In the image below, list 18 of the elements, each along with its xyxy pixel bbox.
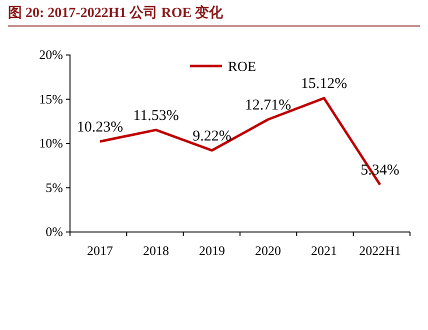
y-tick-label: 5% bbox=[46, 180, 64, 195]
x-tick-label: 2021 bbox=[311, 243, 337, 258]
x-tick-label: 2019 bbox=[199, 243, 225, 258]
data-label: 10.23% bbox=[76, 119, 124, 136]
x-tick-label: 2017 bbox=[87, 243, 114, 258]
data-label: 9.22% bbox=[192, 128, 232, 144]
data-label: 11.53% bbox=[133, 108, 179, 124]
data-label: 12.71% bbox=[244, 98, 292, 114]
y-tick-label: 10% bbox=[39, 136, 64, 151]
y-tick-label: 0% bbox=[46, 224, 64, 240]
y-tick-label: 20% bbox=[39, 47, 64, 62]
x-tick-label: 2022H1 bbox=[359, 243, 401, 258]
x-tick-label: 2018 bbox=[143, 243, 169, 258]
legend-label: ROE bbox=[228, 60, 256, 75]
chart-title: 图 20: 2017-2022H1 公司 ROE 变化 bbox=[8, 4, 224, 21]
data-label: 15.12% bbox=[300, 76, 348, 92]
y-tick-label: 15% bbox=[39, 91, 64, 106]
x-tick-label: 2020 bbox=[255, 243, 281, 258]
